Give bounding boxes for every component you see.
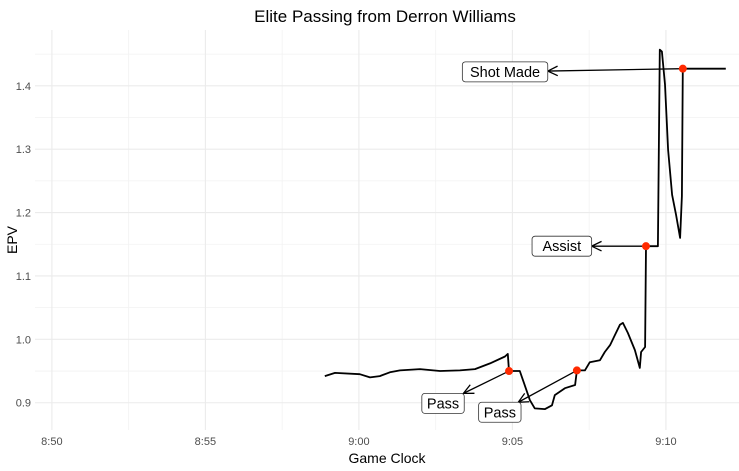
x-tick-label: 8:50 [41, 436, 62, 448]
event-label: Shot Made [470, 65, 540, 81]
event-point [505, 367, 514, 376]
epv-line [324, 48, 726, 411]
x-tick-label: 9:05 [502, 436, 523, 448]
grid [35, 30, 739, 430]
tick-labels: 8:50 8:55 9:00 9:05 9:10 0.9 1.0 1.1 1.2 1.3 1.4 [16, 81, 677, 448]
arrowhead-icon [462, 384, 475, 395]
event-point [641, 242, 650, 251]
event-arrow [547, 68, 683, 72]
y-tick-label: 1.0 [16, 334, 31, 346]
y-tick-label: 1.4 [16, 81, 31, 93]
event-label: Pass [484, 405, 516, 421]
y-axis-label: EPV [4, 225, 20, 254]
event-arrow [517, 369, 578, 403]
event-label-box [478, 401, 522, 423]
event-point [678, 64, 687, 73]
event-arrow [463, 370, 510, 394]
event-point [572, 366, 581, 375]
event-label: Pass [427, 396, 459, 412]
x-axis-label: Game Clock [348, 450, 426, 466]
y-tick-label: 0.9 [16, 398, 31, 410]
series-layer [324, 48, 726, 411]
event-label-box [461, 61, 549, 83]
x-tick-label: 8:55 [195, 436, 216, 448]
y-tick-label: 1.3 [16, 144, 31, 156]
x-tick-label: 9:00 [348, 436, 369, 448]
y-tick-label: 1.2 [16, 208, 31, 220]
y-tick-label: 1.1 [16, 271, 31, 283]
events-layer: Pass Pass Assist Shot Made [421, 61, 687, 423]
event-label-box [421, 392, 465, 414]
x-tick-label: 9:10 [655, 436, 676, 448]
event-label-box [531, 235, 593, 257]
event-label: Assist [543, 239, 582, 255]
chart-title: Elite Passing from Derron Williams [254, 7, 516, 26]
